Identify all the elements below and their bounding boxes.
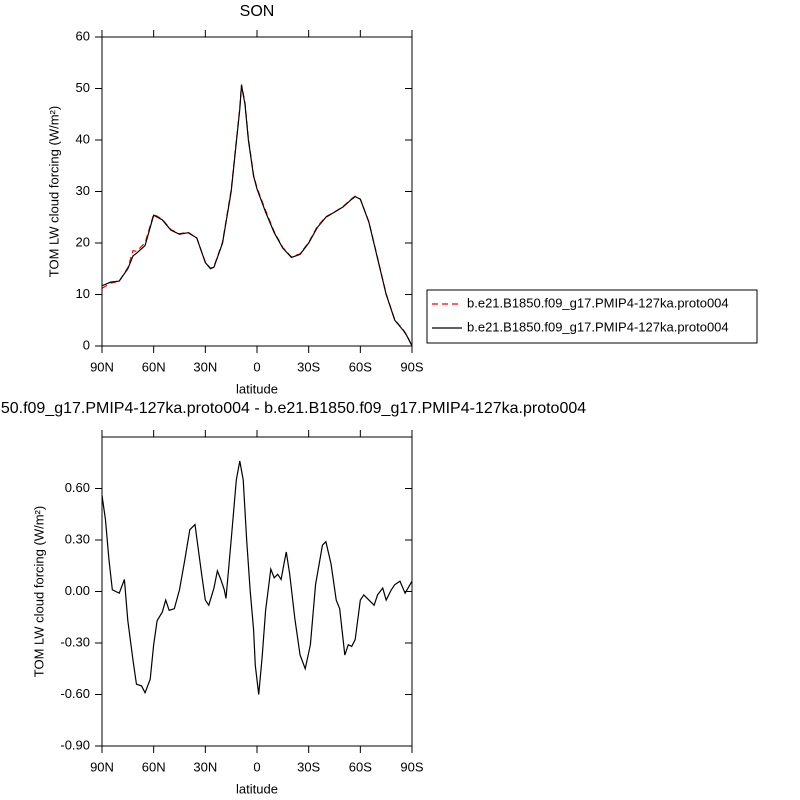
chart-title: b.e21.B1850.f09_g17.PMIP4-127ka.proto004… [0,400,586,417]
x-tick-label: 0 [253,359,260,374]
y-tick-label: 60 [76,28,90,43]
x-tick-label: 60S [349,759,372,774]
x-tick-label: 60N [142,359,166,374]
y-tick-label: 50 [76,80,90,95]
plot-frame [101,436,413,747]
x-axis-label: latitude [236,381,278,396]
x-tick-label: 90S [400,759,423,774]
y-tick-label: -0.90 [60,737,90,752]
y-tick-label: -0.60 [60,686,90,701]
chart-title: SON [240,3,275,20]
x-tick-label: 90N [90,759,114,774]
y-tick-label: 10 [76,286,90,301]
x-tick-label: 30N [193,359,217,374]
x-tick-label: 0 [253,759,260,774]
plot-frame [101,36,413,347]
x-tick-label: 30S [297,759,320,774]
y-tick-label: 0.00 [65,583,90,598]
y-tick-label: 0.60 [65,480,90,495]
legend-box [426,289,758,344]
x-tick-label: 60S [349,359,372,374]
data-line [101,85,413,347]
x-tick-label: 60N [142,759,166,774]
y-axis-label: TOM LW cloud forcing (W/m²) [31,506,46,677]
y-tick-label: 20 [76,234,90,249]
y-tick-label: 30 [76,183,90,198]
legend-label: b.e21.B1850.f09_g17.PMIP4-127ka.proto004 [467,319,729,334]
x-axis-label: latitude [236,781,278,796]
x-tick-label: 90S [400,359,423,374]
y-tick-label: 0.30 [65,531,90,546]
legend-label: b.e21.B1850.f09_g17.PMIP4-127ka.proto004 [467,295,729,310]
x-tick-label: 30N [193,759,217,774]
x-tick-label: 90N [90,359,114,374]
y-tick-label: -0.30 [60,634,90,649]
data-line [101,84,413,347]
y-axis-label: TOM LW cloud forcing (W/m²) [46,106,61,277]
y-tick-label: 40 [76,131,90,146]
data-line [101,460,413,695]
x-tick-label: 30S [297,359,320,374]
y-tick-label: 0 [83,337,90,352]
